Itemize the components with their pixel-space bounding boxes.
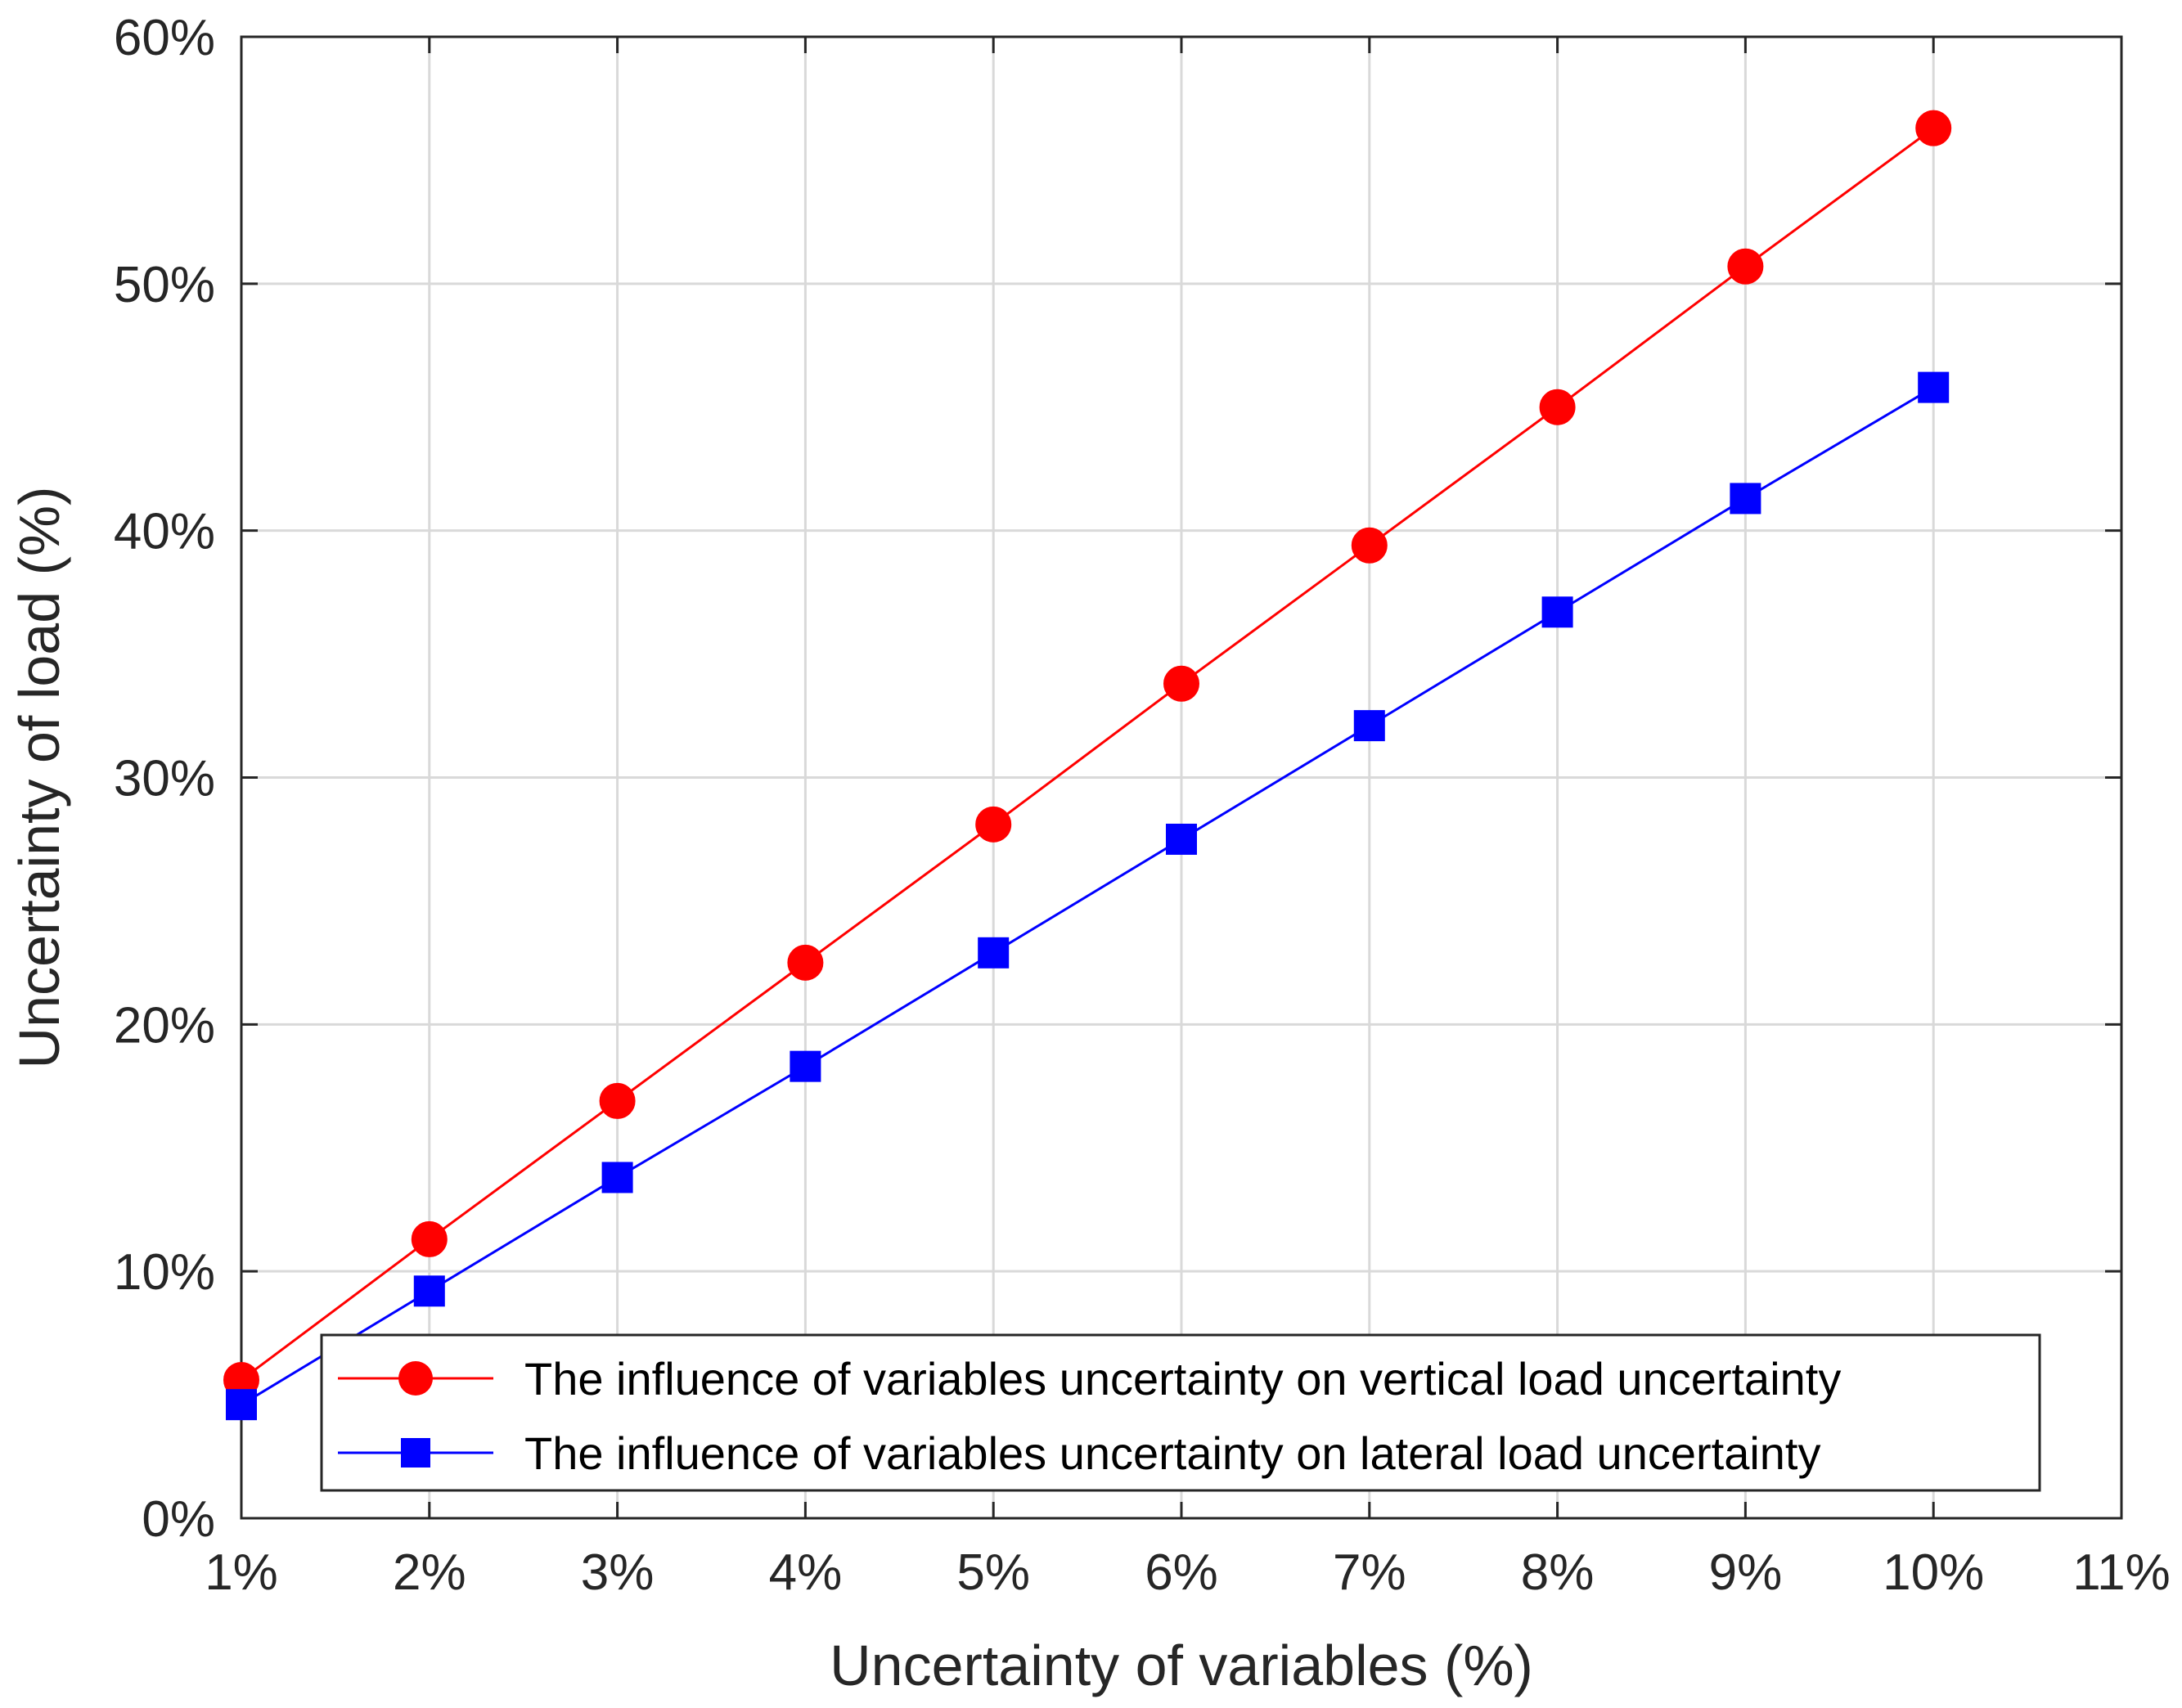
data-point — [601, 1162, 633, 1193]
data-point — [790, 1050, 821, 1082]
x-tick-label: 11% — [2072, 1544, 2171, 1601]
x-tick-label: 2% — [393, 1544, 466, 1601]
x-tick-label: 5% — [956, 1544, 1030, 1601]
data-point — [599, 1082, 636, 1119]
legend-marker-circle-icon — [398, 1361, 433, 1396]
legend-label-lateral: The influence of variables uncertainty o… — [524, 1427, 1821, 1479]
data-point — [1163, 665, 1199, 702]
y-axis-tick-labels: 0% 10% 20% 30% 40% 50% 60% — [114, 10, 215, 1548]
data-point — [413, 1275, 445, 1307]
data-point — [1918, 371, 1950, 403]
legend-label-vertical: The influence of variables uncertainty o… — [524, 1353, 1841, 1405]
legend-box — [320, 1333, 2041, 1492]
y-tick-label: 40% — [114, 504, 215, 560]
data-point — [1730, 483, 1761, 515]
x-tick-label: 10% — [1883, 1544, 1984, 1601]
tick-marks — [240, 35, 2123, 1520]
data-point — [226, 1389, 257, 1421]
data-point — [1539, 389, 1576, 425]
y-tick-label: 60% — [114, 10, 215, 66]
data-point — [1353, 710, 1385, 742]
x-tick-label: 1% — [205, 1544, 278, 1601]
x-axis-title: Uncertainty of variables (%) — [830, 1634, 1533, 1697]
series-line — [241, 127, 1935, 1382]
legend: The influence of variables uncertainty o… — [320, 1333, 2041, 1492]
data-point — [411, 1220, 448, 1257]
y-axis-title: Uncertainty of load (%) — [7, 487, 71, 1069]
y-tick-label: 0% — [142, 1491, 215, 1548]
data-point — [978, 937, 1010, 969]
data-series — [223, 110, 1952, 1421]
y-tick-label: 30% — [114, 751, 215, 807]
x-tick-label: 9% — [1709, 1544, 1783, 1601]
x-tick-label: 4% — [769, 1544, 843, 1601]
x-tick-label: 6% — [1145, 1544, 1218, 1601]
series-vertical — [223, 110, 1952, 1398]
data-point — [1727, 248, 1764, 285]
x-axis-tick-labels: 1% 2% 3% 4% 5% 6% 7% 8% 9% 10% 11% — [205, 1544, 2171, 1601]
y-tick-label: 20% — [114, 997, 215, 1054]
x-tick-label: 8% — [1521, 1544, 1595, 1601]
x-tick-label: 3% — [581, 1544, 655, 1601]
data-point — [975, 806, 1012, 843]
y-tick-label: 50% — [114, 257, 215, 313]
data-point — [1166, 823, 1197, 855]
data-point — [1915, 110, 1952, 146]
legend-marker-square-icon — [401, 1438, 430, 1468]
x-tick-label: 7% — [1333, 1544, 1406, 1601]
data-point — [787, 944, 824, 981]
data-point — [1351, 527, 1388, 564]
y-tick-label: 10% — [114, 1244, 215, 1301]
series-line — [241, 386, 1934, 1406]
series-lateral — [226, 371, 1950, 1421]
data-point — [1541, 596, 1573, 628]
